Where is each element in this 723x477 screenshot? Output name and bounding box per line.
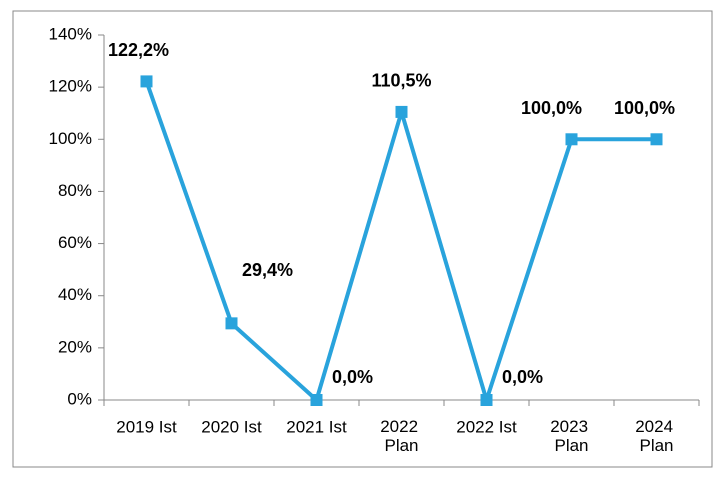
x-tick-line: 2023 [550, 417, 593, 436]
x-tick-line: Plan [554, 436, 588, 455]
y-tick-label: 20% [58, 337, 92, 356]
data-label: 0,0% [502, 367, 543, 387]
data-label: 122,2% [108, 40, 169, 60]
x-tick-label: 2020 Ist [201, 417, 262, 436]
x-tick-line: Plan [384, 436, 418, 455]
marker [650, 133, 663, 146]
x-tick-label: 2022 Ist [456, 417, 517, 436]
y-tick-label: 60% [58, 233, 92, 252]
x-tick-label: 2021 Ist [286, 417, 347, 436]
y-tick-label: 120% [49, 77, 92, 96]
data-label: 100,0% [521, 98, 582, 118]
data-label: 0,0% [332, 367, 373, 387]
marker [310, 394, 323, 406]
y-tick-label: 80% [58, 181, 92, 200]
marker [395, 105, 408, 118]
x-tick-label: 2022 Plan [380, 417, 423, 455]
y-tick-label: 140% [49, 24, 92, 43]
y-tick-label: 40% [58, 285, 92, 304]
data-label: 110,5% [371, 71, 431, 91]
x-tick-line: 2024 [635, 417, 678, 436]
data-label: 100,0% [614, 98, 675, 118]
marker [225, 317, 238, 330]
x-tick-line: 2022 [380, 417, 423, 436]
marker [140, 75, 153, 88]
y-tick-label: 0% [67, 389, 92, 408]
data-label: 29,4% [242, 260, 293, 280]
x-tick-label: 2023 Plan [550, 417, 593, 455]
marker [565, 133, 578, 146]
x-tick-label: 2024 Plan [635, 417, 678, 455]
y-tick-label: 100% [49, 129, 92, 148]
x-tick-line: Plan [639, 436, 673, 455]
marker [480, 394, 493, 406]
x-tick-label: 2019 Ist [116, 417, 177, 436]
